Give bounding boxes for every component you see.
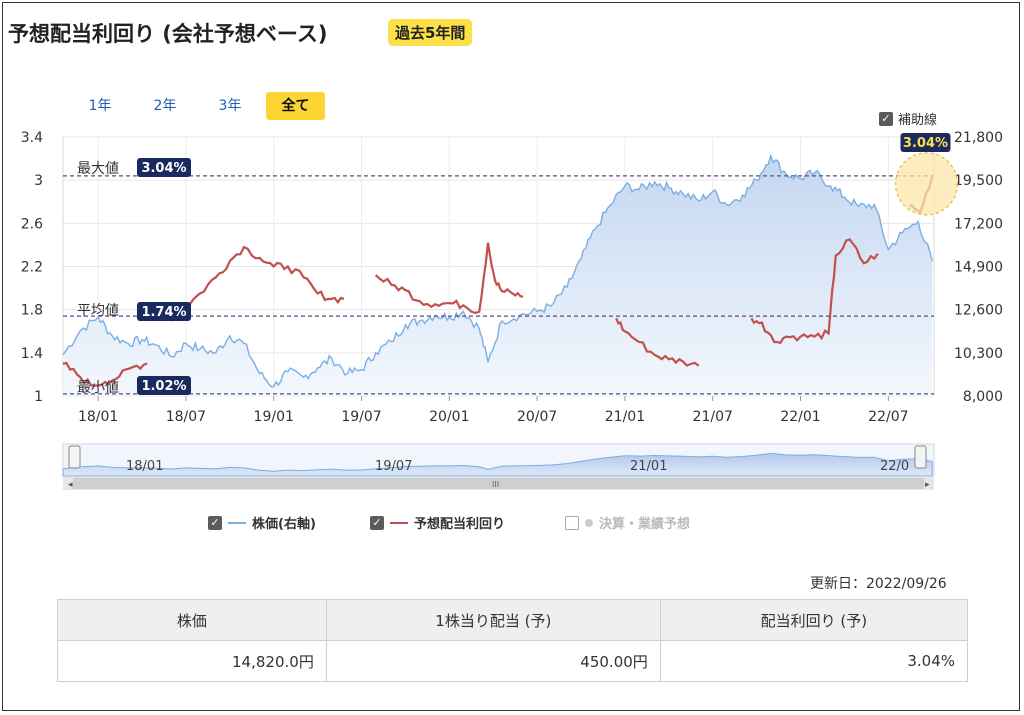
x-tick-label: 18/07 (166, 409, 206, 425)
guideline-label: 補助線 (898, 113, 938, 128)
min-value-box (137, 376, 191, 395)
guideline-toggle[interactable]: ✓ 補助線 (879, 109, 937, 128)
y-right-tick-label: 10,300 (954, 346, 1003, 362)
max-value: 3.04% (141, 161, 186, 176)
y-right-tick-label: 12,600 (954, 303, 1003, 319)
max-value-box (137, 158, 191, 177)
current-point-halo (894, 152, 959, 216)
navigator-left-handle[interactable] (68, 445, 81, 469)
min-value: 1.02% (141, 379, 186, 394)
legend-label: 予想配当利回り (414, 517, 506, 532)
x-tick-label: 22/01 (780, 409, 820, 425)
info-table: 株価 1株当り配当 (予) 配当利回り (予) 14,820.0円 450.00… (57, 599, 969, 682)
price-line-swatch-icon (228, 521, 246, 524)
yield-line-segment (750, 238, 879, 345)
x-tick-label: 20/07 (517, 409, 557, 425)
scroll-left-icon[interactable]: ◂ (68, 480, 73, 490)
header-cell: 1株当り配当 (予) (325, 599, 661, 641)
header-cell: 株価 (57, 599, 327, 641)
y-left-ticks: 3.4 3 2.6 2.2 1.8 1.4 1 (21, 130, 43, 405)
scroll-right-icon[interactable]: ▸ (925, 480, 930, 490)
yield-line-segment (62, 361, 148, 387)
yield-cell: 3.04% (659, 640, 969, 682)
y-right-tick-label: 21,800 (954, 130, 1003, 146)
legend-label: 株価(右軸) (252, 517, 316, 532)
navigator-right-handle[interactable] (914, 445, 927, 469)
checkbox-checked-icon[interactable]: ✓ (208, 515, 222, 530)
current-value: 3.04% (903, 136, 948, 151)
navigator-label: 21/01 (630, 459, 667, 474)
checkbox-checked-icon[interactable]: ✓ (370, 515, 384, 530)
page-title: 予想配当利回り (会社予想ベース) (8, 22, 328, 46)
tab-2y[interactable]: 2年 (153, 98, 177, 114)
legend-label: 決算・業績予想 (599, 517, 691, 532)
current-value-box (900, 133, 951, 152)
period-badge: 過去5年間 (388, 19, 473, 46)
dot-icon (585, 518, 593, 527)
table-header-row: 株価 1株当り配当 (予) 配当利回り (予) (57, 599, 969, 641)
navigator-label: 18/01 (126, 459, 163, 474)
price-line (62, 153, 933, 388)
navigator-label: 19/07 (375, 459, 412, 474)
header-cell: 配当利回り (予) (659, 599, 969, 641)
table-row: 14,820.0円 450.00円 3.04% (57, 640, 969, 682)
y-left-tick-label: 3 (34, 173, 43, 189)
dividend-cell: 450.00円 (325, 640, 661, 682)
x-tick-label: 20/01 (429, 409, 469, 425)
avg-value: 1.74% (141, 305, 186, 320)
checkbox-unchecked-icon[interactable] (565, 515, 579, 530)
tab-all[interactable]: 全て (266, 92, 325, 120)
x-tick-label: 22/07 (868, 409, 908, 425)
tab-1y[interactable]: 1年 (88, 98, 112, 114)
scrollbar-thumb[interactable] (73, 478, 924, 489)
x-tick-label: 21/07 (693, 409, 733, 425)
tab-3y[interactable]: 3年 (218, 98, 242, 114)
yield-lines (62, 175, 934, 387)
x-tick-label: 19/01 (254, 409, 294, 425)
x-tick-label: 19/07 (341, 409, 381, 425)
y-left-tick-label: 1 (34, 389, 43, 405)
stock-price-cell: 14,820.0円 (57, 640, 327, 682)
navigator-area (62, 452, 933, 477)
max-label: 最大値 (77, 161, 119, 177)
y-right-tick-label: 19,500 (954, 173, 1003, 189)
y-right-ticks: 21,800 19,500 17,200 14,900 12,600 10,300 8,00… (954, 130, 1003, 405)
yield-line-segment (615, 317, 700, 367)
y-left-tick-label: 1.8 (21, 303, 43, 319)
x-tick-label: 21/01 (605, 409, 645, 425)
min-label: 最小値 (77, 380, 119, 396)
legend-earnings[interactable]: 決算・業績予想 (565, 513, 690, 532)
avg-label: 平均値 (77, 303, 119, 319)
y-right-tick-label: 14,900 (954, 260, 1003, 276)
yield-line-swatch-icon (390, 521, 408, 524)
yield-line-segment (171, 245, 345, 322)
checkbox-checked-icon[interactable]: ✓ (879, 111, 893, 126)
yield-chart: 18/01 18/07 19/01 19/07 20/01 20/07 21/01 21/07… (21, 130, 1003, 490)
avg-value-box (137, 302, 191, 321)
scrollbar-grip-icon[interactable]: III (492, 480, 499, 489)
legend-yield[interactable]: ✓ 予想配当利回り (370, 513, 505, 532)
y-left-tick-label: 2.2 (21, 260, 43, 276)
yield-line-segment (374, 242, 524, 315)
updated-date: 更新日：2022/09/26 (810, 576, 947, 592)
y-left-tick-label: 3.4 (21, 130, 43, 146)
y-left-tick-label: 1.4 (21, 346, 43, 362)
x-tick-label: 18/01 (78, 409, 118, 425)
price-area (63, 155, 933, 396)
y-right-tick-label: 17,200 (954, 216, 1003, 232)
x-axis-ticks: 18/01 18/07 19/01 19/07 20/01 20/07 21/01 21/07… (78, 396, 909, 425)
legend-price[interactable]: ✓ 株価(右軸) (208, 513, 316, 532)
navigator-label: 22/0 (880, 459, 909, 474)
y-left-tick-label: 2.6 (21, 216, 43, 232)
y-right-tick-label: 8,000 (963, 389, 1003, 405)
reference-lines (63, 175, 934, 395)
